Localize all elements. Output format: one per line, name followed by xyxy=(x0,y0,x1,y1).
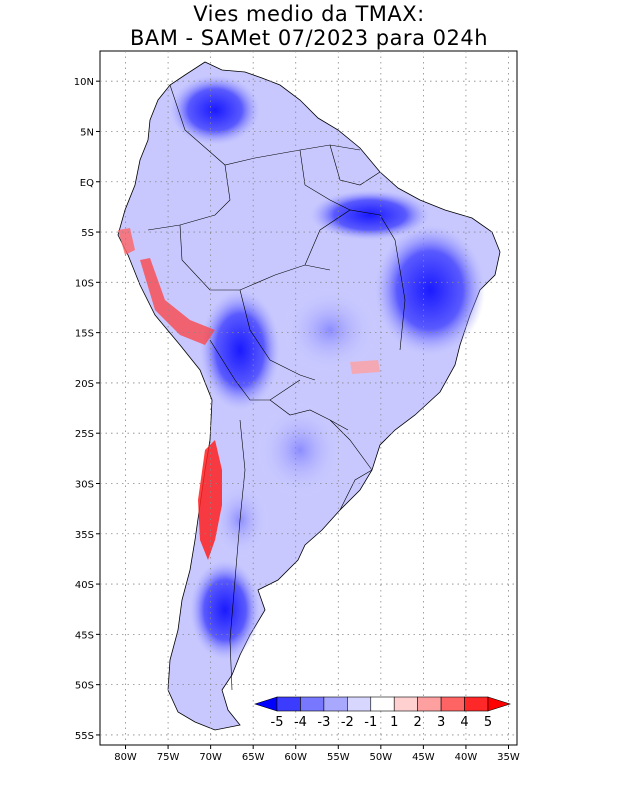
map-gridlines xyxy=(100,51,517,745)
colorbar-swatch xyxy=(347,696,372,712)
lon-tick-label: 65W xyxy=(242,752,265,763)
lon-tick-label: 75W xyxy=(157,752,180,763)
colorbar-swatch xyxy=(440,696,465,712)
colorbar-label: 1 xyxy=(390,715,398,730)
lat-tick-label: 5N xyxy=(80,127,94,138)
bias-region-central xyxy=(280,285,380,375)
colorbar-label: -3 xyxy=(317,715,330,730)
lat-tick-label: 40S xyxy=(75,580,94,591)
colorbar-swatch xyxy=(464,696,489,712)
bias-region-peru-andes-warm xyxy=(140,258,215,345)
lon-tick-label: 45W xyxy=(412,752,435,763)
lat-tick-label: 20S xyxy=(75,379,94,390)
latitude-axis: 10N 5N EQ 5S 10S 15S 20S 25S 30S 35S 40S 45S 50S 55S xyxy=(74,77,100,742)
bias-region-northeast xyxy=(375,225,485,355)
bias-region-north xyxy=(170,75,260,145)
bias-region-patagonia xyxy=(190,560,260,660)
lon-tick-label: 55W xyxy=(327,752,350,763)
lat-tick-label: 45S xyxy=(75,630,94,641)
bias-region-peru-warm xyxy=(118,228,135,255)
colorbar-swatch xyxy=(300,696,325,712)
lat-tick-label: 10N xyxy=(74,77,94,88)
bias-region-andes-warm xyxy=(198,440,222,560)
colorbar-swatch xyxy=(276,696,301,712)
lon-tick-label: 60W xyxy=(284,752,307,763)
bias-region-andes-east xyxy=(200,290,280,410)
colorbar-swatch xyxy=(393,696,418,712)
map-title-line2: BAM - SAMet 07/2023 para 024h xyxy=(129,26,489,50)
bias-region-amazon-east xyxy=(310,190,430,240)
lon-tick-label: 70W xyxy=(199,752,222,763)
map-title-line1: Vies medio da TMAX: xyxy=(193,2,425,26)
lat-tick-label: 55S xyxy=(75,731,94,742)
lat-tick-label: 30S xyxy=(75,479,94,490)
lon-tick-label: 80W xyxy=(114,752,137,763)
lon-tick-label: 40W xyxy=(455,752,478,763)
country-borders xyxy=(147,84,406,691)
colorbar-label: -2 xyxy=(341,715,354,730)
longitude-axis: 80W 75W 70W 65W 60W 55W 50W 45W 40W 35W xyxy=(114,745,520,763)
colorbar: -5 -4 -3 -2 -1 1 2 3 4 5 xyxy=(254,696,511,730)
bias-region-south xyxy=(255,400,345,500)
map-area xyxy=(117,61,501,731)
colorbar-swatch xyxy=(370,696,395,712)
lat-tick-label: 5S xyxy=(81,228,94,239)
colorbar-label: 5 xyxy=(484,715,492,730)
colorbar-label: 3 xyxy=(437,715,445,730)
lat-tick-label: 50S xyxy=(75,681,94,692)
colorbar-swatch xyxy=(417,696,442,712)
colorbar-label: -4 xyxy=(294,715,307,730)
colorbar-label: -5 xyxy=(271,715,284,730)
colorbar-swatch xyxy=(323,696,348,712)
lon-tick-label: 50W xyxy=(370,752,393,763)
lat-tick-label: 10S xyxy=(75,278,94,289)
colorbar-label: 2 xyxy=(414,715,422,730)
lat-tick-label: 15S xyxy=(75,329,94,340)
lat-tick-label: EQ xyxy=(80,178,94,189)
colorbar-label: -1 xyxy=(364,715,377,730)
bias-region-brazil-warm xyxy=(350,360,380,374)
lat-tick-label: 35S xyxy=(75,530,94,541)
lat-tick-label: 25S xyxy=(75,429,94,440)
colorbar-high-extension xyxy=(487,696,511,712)
lon-tick-label: 35W xyxy=(497,752,520,763)
colorbar-label: 4 xyxy=(460,715,468,730)
